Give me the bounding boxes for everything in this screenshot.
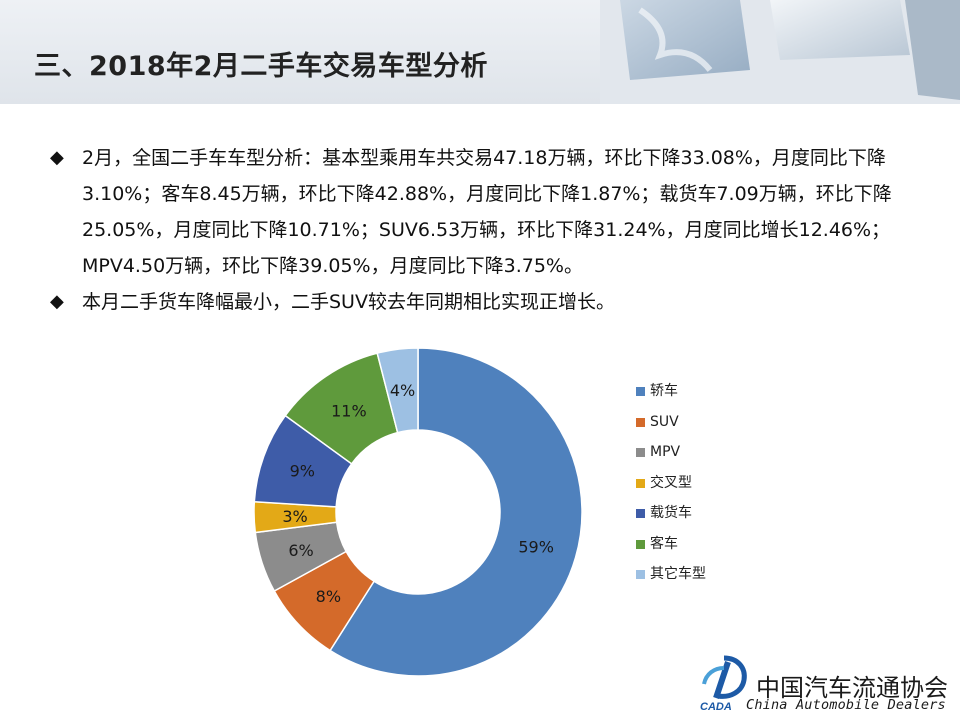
- svg-text:CADA: CADA: [700, 701, 732, 712]
- legend-swatch: [636, 387, 645, 396]
- diamond-icon: ◆: [50, 291, 64, 312]
- legend-label: 客车: [650, 535, 678, 552]
- header-decoration: [600, 0, 960, 104]
- legend-swatch: [636, 478, 645, 488]
- page-title: 三、2018年2月二手车交易车型分析: [34, 51, 488, 82]
- slice-label-6: 4%: [390, 381, 415, 400]
- legend-label: 其它车型: [650, 566, 706, 582]
- bullet-list: ◆ 2月，全国二手车车型分析：基本型乘用车共交易47.18万辆，环比下降33.0…: [50, 140, 920, 320]
- slice-label-4: 9%: [290, 461, 315, 480]
- legend-swatch: [636, 509, 645, 518]
- legend-label: MPV: [650, 444, 681, 460]
- org-name-chinese: 中国汽车流通协会: [756, 674, 948, 702]
- legend-label: SUV: [650, 413, 679, 430]
- cada-logo-icon: CADA: [700, 655, 747, 712]
- slice-0: [329, 347, 583, 677]
- legend-swatch: [636, 417, 645, 427]
- slice-label-2: 6%: [288, 541, 313, 560]
- legend-swatch: [636, 448, 645, 457]
- bullet-text: 本月二手货车降幅最小，二手SUV较去年同期相比实现正增长。: [82, 291, 615, 313]
- legend-swatch: [636, 570, 645, 579]
- donut-chart: 59% 8% 6% 3% 9% 11% 4%: [253, 347, 583, 677]
- legend-swatch: [636, 539, 645, 549]
- org-name-english: China Automobile Dealers: [746, 697, 946, 713]
- diamond-icon: ◆: [50, 147, 64, 168]
- slice-label-5: 11%: [331, 401, 367, 420]
- legend-label: 载货车: [650, 505, 692, 521]
- header-banner: 三、2018年2月二手车交易车型分析: [0, 0, 960, 104]
- bullet-item: ◆ 本月二手货车降幅最小，二手SUV较去年同期相比实现正增长。: [50, 284, 920, 320]
- slice-label-0: 59%: [518, 537, 554, 556]
- slice-label-3: 3%: [282, 507, 307, 526]
- slice-6: [376, 347, 419, 434]
- legend-label: 交叉型: [650, 474, 692, 491]
- slice-label-1: 8%: [316, 587, 341, 606]
- bullet-item: ◆ 2月，全国二手车车型分析：基本型乘用车共交易47.18万辆，环比下降33.0…: [50, 140, 920, 284]
- bullet-text: 2月，全国二手车车型分析：基本型乘用车共交易47.18万辆，环比下降33.08%…: [82, 147, 892, 277]
- legend-label: 轿车: [650, 383, 678, 399]
